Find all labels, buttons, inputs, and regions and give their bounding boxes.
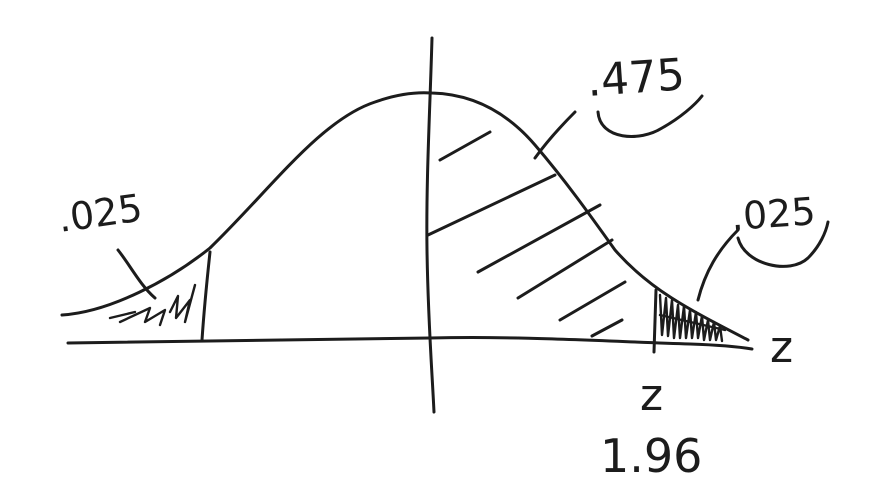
center-shading: [426, 130, 627, 338]
left-critical-line: [200, 250, 212, 342]
right-area-leader: [696, 228, 740, 302]
z-axis: [66, 336, 754, 351]
left-tail-area-label: .025: [55, 186, 145, 241]
right-tail-shading: [658, 293, 727, 343]
critical-z-label: z: [640, 370, 663, 421]
axis-variable-label: z: [770, 322, 793, 373]
center-label-swash: [596, 94, 704, 138]
right-tail-area-label: .025: [730, 189, 817, 239]
right-critical-tick: [652, 288, 658, 354]
center-area-leader: [533, 110, 577, 160]
right-label-swash: [736, 220, 830, 268]
left-area-leader: [116, 248, 157, 300]
center-area-label: .475: [585, 49, 686, 107]
mean-line: [425, 36, 436, 414]
bell-curve: [60, 91, 750, 342]
critical-value-label: 1.96: [600, 429, 702, 483]
left-tail-shading: [108, 283, 197, 327]
